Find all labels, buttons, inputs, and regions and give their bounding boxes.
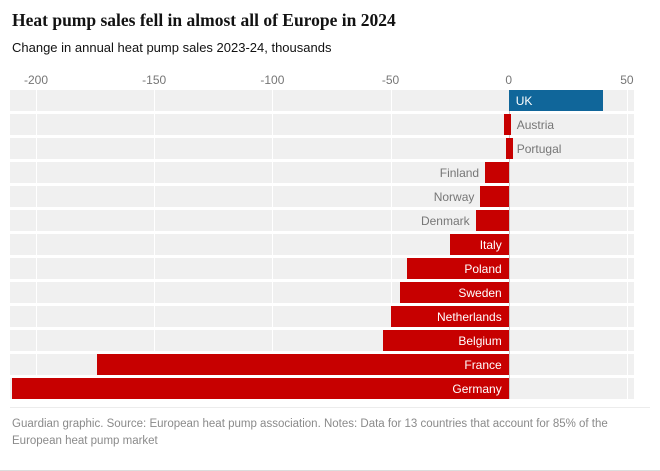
bar-germany: Germany: [12, 378, 509, 399]
row-background-strip: [10, 114, 634, 135]
bar-portugal: [506, 138, 514, 159]
country-label-uk: UK: [515, 93, 533, 108]
x-tick-label--150: -150: [142, 73, 167, 87]
bar-france: France: [97, 354, 509, 375]
bar-row-uk: UK: [10, 90, 634, 111]
country-label-finland: Finland: [439, 165, 480, 180]
row-background-strip: [10, 162, 634, 183]
country-label-norway: Norway: [433, 189, 475, 204]
bar-row-poland: Poland: [10, 258, 634, 279]
bar-austria: [504, 114, 511, 135]
bar-belgium: Belgium: [383, 330, 509, 351]
chart-header: Heat pump sales fell in almost all of Eu…: [0, 0, 660, 55]
chart-subtitle: Change in annual heat pump sales 2023-24…: [12, 40, 332, 55]
x-axis: -200 -150 -100 -50 0 50: [10, 68, 634, 88]
bar-finland: [485, 162, 509, 183]
bar-row-finland: Finland: [10, 162, 634, 183]
bar-row-sweden: Sweden: [10, 282, 634, 303]
gridline--150: [154, 90, 156, 399]
zero-axis-line: [508, 90, 510, 399]
row-background-strip: [10, 90, 634, 111]
x-tick-label--100: -100: [260, 73, 285, 87]
country-label-italy: Italy: [479, 237, 502, 252]
plot-area: UK Austria Portugal Finland Norway Denmark Ita…: [10, 90, 634, 399]
bar-row-netherlands: Netherlands: [10, 306, 634, 327]
x-tick-label-0: 0: [505, 73, 513, 87]
gridline--100: [272, 90, 274, 399]
bar-norway: [480, 186, 509, 207]
bar-uk: UK: [508, 90, 604, 111]
gridline-50: [626, 90, 628, 399]
bar-row-denmark: Denmark: [10, 210, 634, 231]
country-label-france: France: [464, 357, 502, 372]
bar-poland: Poland: [407, 258, 509, 279]
bar-sweden: Sweden: [400, 282, 509, 303]
country-label-austria: Austria: [516, 117, 555, 132]
x-tick-label--200: -200: [23, 73, 49, 87]
row-background-strip: [10, 186, 634, 207]
gridline--200: [36, 90, 37, 399]
x-tick-label-50: 50: [620, 73, 634, 87]
bar-netherlands: Netherlands: [390, 306, 509, 327]
country-label-poland: Poland: [464, 261, 502, 276]
country-label-denmark: Denmark: [420, 213, 470, 228]
footer-divider: Guardian graphic. Source: European heat …: [10, 407, 650, 451]
bar-denmark: [475, 210, 509, 231]
x-tick-label--50: -50: [381, 73, 400, 87]
source-note: Guardian graphic. Source: European heat …: [12, 418, 608, 448]
bar-row-france: France: [10, 354, 634, 375]
bar-row-portugal: Portugal: [10, 138, 634, 159]
country-label-belgium: Belgium: [458, 333, 502, 348]
bar-row-austria: Austria: [10, 114, 634, 135]
country-label-netherlands: Netherlands: [436, 309, 502, 324]
bar-row-italy: Italy: [10, 234, 634, 255]
gridline--50: [390, 90, 392, 399]
bar-italy: Italy: [449, 234, 509, 255]
bar-row-germany: Germany: [10, 378, 634, 399]
country-label-sweden: Sweden: [458, 285, 502, 300]
country-label-germany: Germany: [452, 381, 502, 396]
chart-title: Heat pump sales fell in almost all of Eu…: [12, 10, 396, 30]
country-label-portugal: Portugal: [516, 141, 562, 156]
bar-row-belgium: Belgium: [10, 330, 634, 351]
bar-row-norway: Norway: [10, 186, 634, 207]
row-background-strip: [10, 138, 634, 159]
gridline-layer: [10, 90, 634, 399]
